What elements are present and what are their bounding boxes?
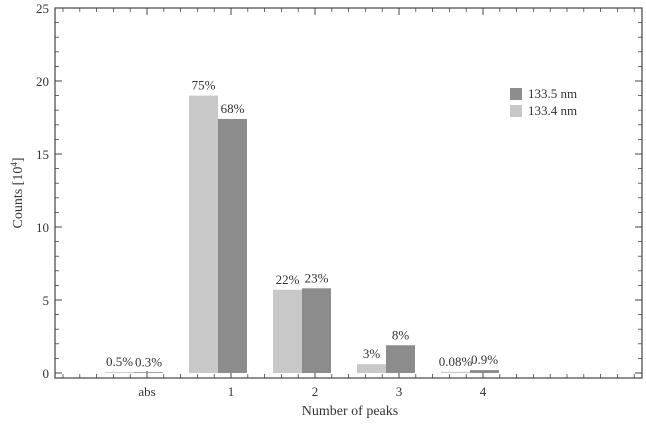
x-axis-title: Number of peaks bbox=[302, 404, 398, 419]
bar-data-label: 68% bbox=[221, 101, 245, 116]
bar bbox=[134, 372, 163, 373]
x-tick-label: 3 bbox=[396, 384, 403, 399]
bar bbox=[357, 364, 386, 373]
bar bbox=[470, 370, 499, 373]
bar-data-label: 0.08% bbox=[439, 354, 473, 369]
bar bbox=[302, 288, 331, 373]
bar bbox=[273, 289, 302, 373]
plot-frame bbox=[54, 7, 643, 379]
bar-data-label: 8% bbox=[392, 327, 410, 342]
bar-data-label: 3% bbox=[363, 346, 381, 361]
bar bbox=[105, 372, 134, 373]
y-tick-label: 5 bbox=[43, 293, 50, 308]
legend-label-133-4: 133.4 nm bbox=[528, 103, 577, 118]
bar-labels: 0.5% 75% 22% 3% 0.08% 0.3% 68% 23% 8% 0.9% bbox=[106, 78, 498, 370]
y-tick-label: 0 bbox=[43, 366, 50, 381]
y-tick-label: 15 bbox=[36, 147, 49, 162]
x-tick-label: 2 bbox=[312, 384, 319, 399]
legend-swatch-133-4 bbox=[510, 105, 522, 117]
y-axis-title-exponent: 4 bbox=[9, 162, 19, 167]
x-tick-label: 4 bbox=[480, 384, 487, 399]
x-axis: abs 1 2 3 4 bbox=[138, 384, 486, 399]
y-tick-label: 20 bbox=[36, 74, 49, 89]
bar bbox=[386, 345, 415, 373]
y-axis-title: Counts [104] bbox=[9, 157, 26, 228]
y-tick-label: 10 bbox=[36, 220, 49, 235]
y-axis-title-base: Counts [10 bbox=[11, 167, 26, 229]
legend: 133.5 nm 133.4 nm bbox=[510, 86, 577, 118]
bar-data-label: 22% bbox=[276, 272, 300, 287]
y-axis: 0 5 10 15 20 25 bbox=[36, 1, 642, 381]
bar-data-label: 23% bbox=[305, 270, 329, 285]
y-axis-title-close: ] bbox=[11, 157, 26, 162]
minor-ticks bbox=[55, 8, 642, 378]
y-tick-label: 25 bbox=[36, 1, 49, 16]
legend-swatch-133-5 bbox=[510, 88, 522, 100]
x-tick-label: 1 bbox=[228, 384, 235, 399]
x-tick-label: abs bbox=[138, 384, 155, 399]
bar-data-label: 0.5% bbox=[106, 354, 133, 369]
bar bbox=[441, 371, 470, 373]
bar-data-label: 0.9% bbox=[471, 352, 498, 367]
legend-label-133-5: 133.5 nm bbox=[528, 86, 577, 101]
bar-data-label: 75% bbox=[192, 78, 216, 93]
bar bbox=[189, 95, 218, 373]
bar-data-label: 0.3% bbox=[135, 354, 162, 369]
bars bbox=[105, 95, 499, 374]
bar bbox=[218, 118, 247, 374]
